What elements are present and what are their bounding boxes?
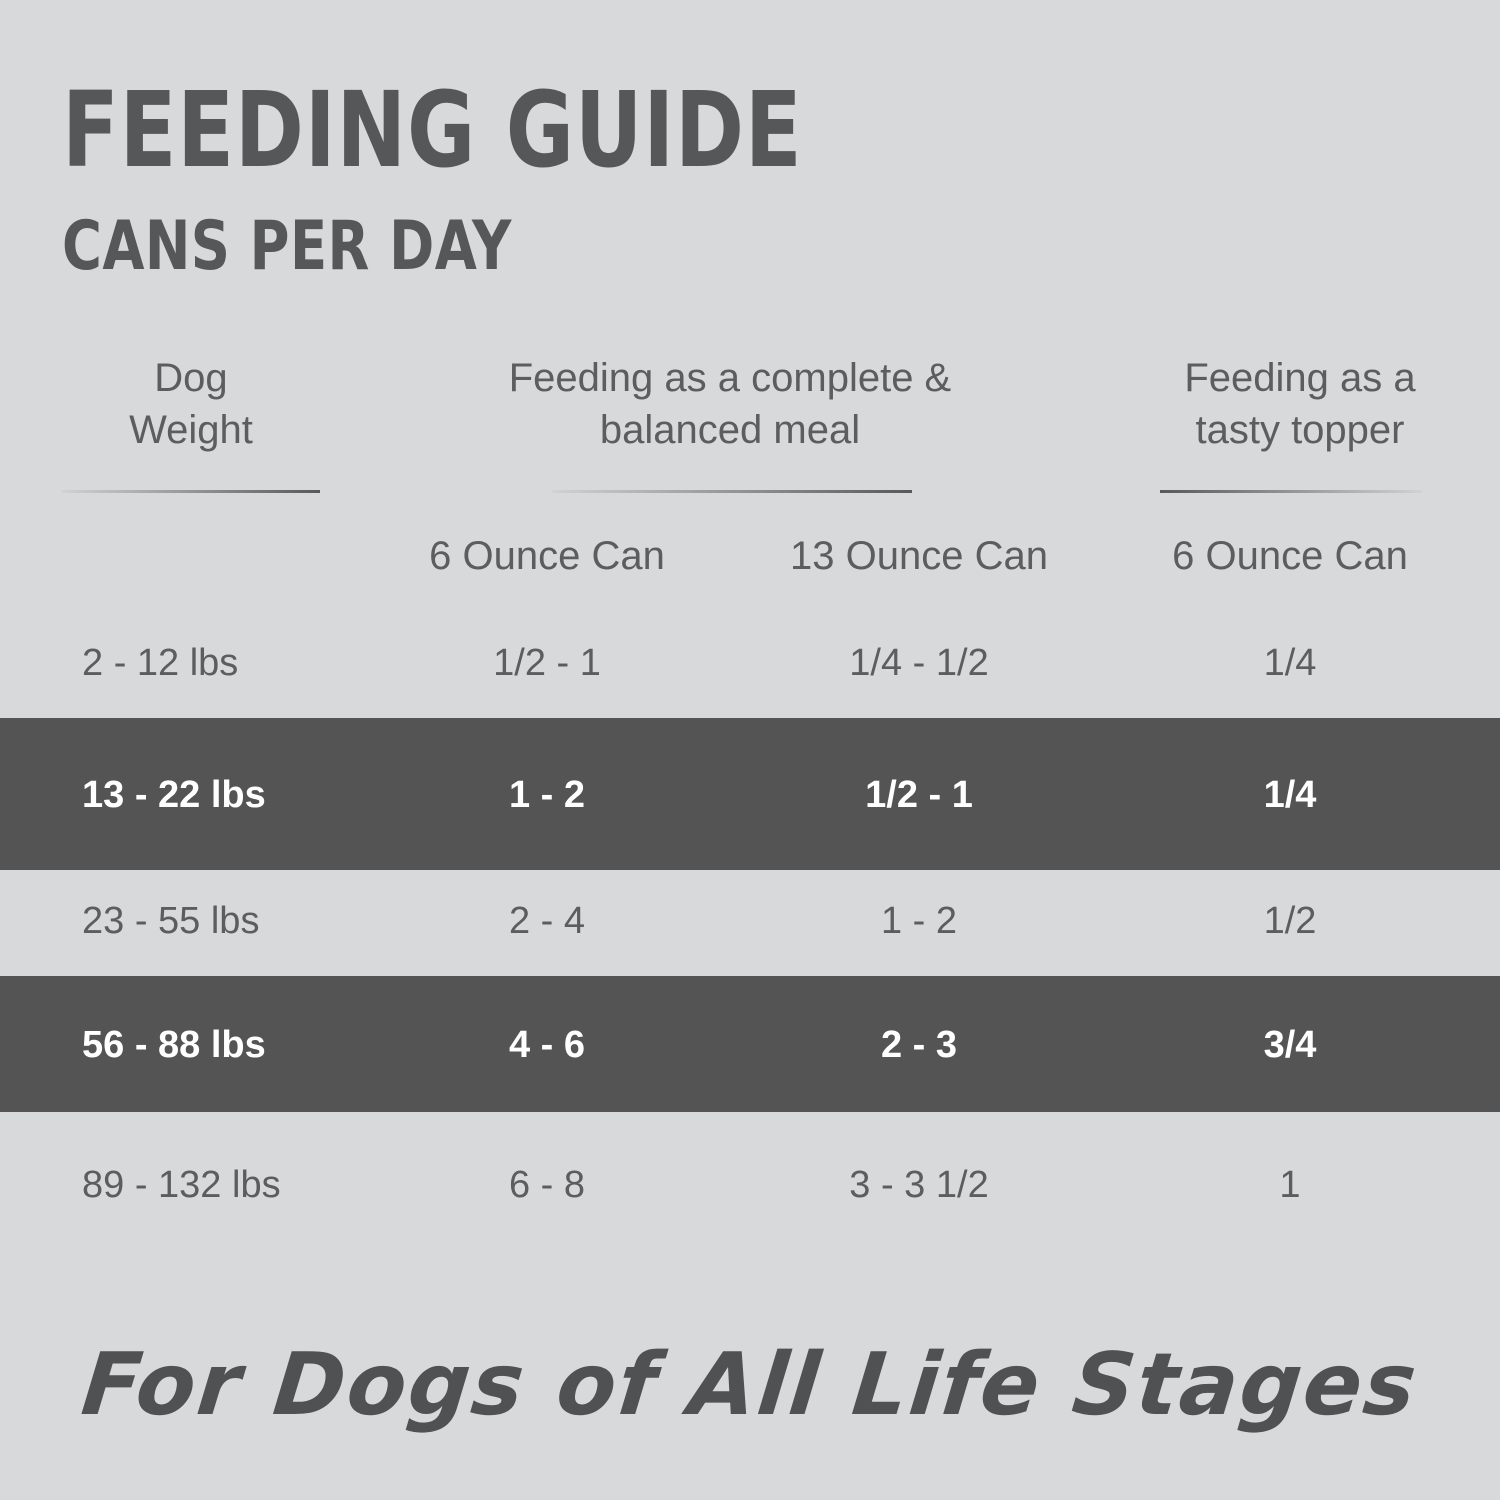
header-divider-topper [1160, 490, 1422, 493]
header-complete-meal: Feeding as a complete & balanced meal [420, 352, 1040, 456]
cell-6oz-topper: 1/4 [1263, 774, 1317, 816]
cell-13oz-meal: 1 - 2 [880, 900, 958, 942]
page-title: FEEDING GUIDE [62, 69, 803, 191]
subheader-13oz-meal: 13 Ounce Can [790, 534, 1048, 578]
table-row: 23 - 55 lbs 2 - 4 1 - 2 1/2 [0, 870, 1500, 976]
feeding-table-body: 2 - 12 lbs 1/2 - 1 1/4 - 1/2 1/4 13 - 22… [0, 612, 1500, 1218]
cell-dog-weight: 13 - 22 lbs [82, 774, 266, 816]
cell-13oz-meal: 2 - 3 [880, 1024, 958, 1066]
header-complete-meal-line1: Feeding as a complete & [508, 356, 952, 400]
footer-tagline: For Dogs of All Life Stages [77, 1335, 1423, 1435]
table-row: 13 - 22 lbs 1 - 2 1/2 - 1 1/4 [0, 718, 1500, 870]
header-dog-weight-line2: Weight [129, 408, 253, 452]
cell-6oz-topper: 1/2 [1263, 900, 1317, 942]
header-dog-weight-line1: Dog [154, 356, 228, 400]
header-divider-meal [552, 490, 912, 493]
column-headers: Dog Weight Feeding as a complete & balan… [0, 352, 1500, 502]
cell-13oz-meal: 1/4 - 1/2 [849, 642, 989, 684]
table-row: 89 - 132 lbs 6 - 8 3 - 3 1/2 1 [0, 1112, 1500, 1218]
cell-6oz-topper: 1/4 [1263, 642, 1317, 684]
table-row: 56 - 88 lbs 4 - 6 2 - 3 3/4 [0, 976, 1500, 1112]
title-block: FEEDING GUIDE CANS PER DAY [62, 78, 1062, 282]
cell-6oz-meal: 6 - 8 [508, 1164, 586, 1206]
cell-13oz-meal: 1/2 - 1 [865, 774, 973, 816]
header-tasty-topper-line2: tasty topper [1195, 408, 1405, 452]
cell-6oz-meal: 1 - 2 [508, 774, 586, 816]
cell-6oz-meal: 1/2 - 1 [493, 642, 601, 684]
header-complete-meal-line2: balanced meal [599, 408, 861, 452]
cell-6oz-topper: 3/4 [1263, 1024, 1317, 1066]
cell-6oz-topper: 1 [1279, 1164, 1301, 1206]
header-tasty-topper-line1: Feeding as a [1184, 356, 1416, 400]
subheader-6oz-topper: 6 Ounce Can [1172, 534, 1408, 578]
cell-13oz-meal: 3 - 3 1/2 [849, 1164, 989, 1206]
cell-dog-weight: 2 - 12 lbs [82, 642, 239, 684]
can-size-subheaders: 6 Ounce Can 13 Ounce Can 6 Ounce Can [0, 528, 1500, 590]
cell-dog-weight: 56 - 88 lbs [82, 1024, 266, 1066]
cell-dog-weight: 89 - 132 lbs [82, 1164, 281, 1206]
header-divider-weight [62, 490, 320, 493]
header-tasty-topper: Feeding as a tasty topper [1140, 352, 1460, 456]
subheader-6oz-meal: 6 Ounce Can [429, 534, 665, 578]
cell-6oz-meal: 4 - 6 [508, 1024, 586, 1066]
cell-6oz-meal: 2 - 4 [508, 900, 586, 942]
cell-dog-weight: 23 - 55 lbs [82, 900, 260, 942]
header-dog-weight: Dog Weight [62, 352, 320, 456]
page-subtitle: CANS PER DAY [62, 207, 512, 286]
table-row: 2 - 12 lbs 1/2 - 1 1/4 - 1/2 1/4 [0, 612, 1500, 718]
